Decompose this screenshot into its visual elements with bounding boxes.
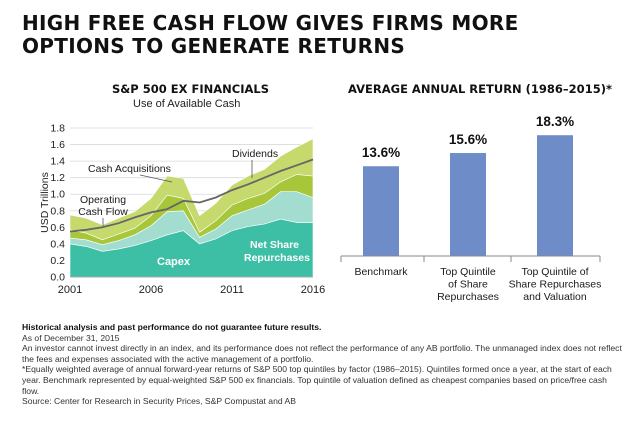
category-label: Benchmark	[354, 266, 408, 278]
y-tick-label: 1.2	[50, 172, 65, 184]
annotation-dividends: Dividends	[232, 148, 278, 160]
bar-value-label: 15.6%	[449, 132, 487, 147]
category-label: Top Quintile of	[521, 266, 588, 278]
category-label: Share Repurchases	[509, 279, 602, 291]
annotation-operating-cash-flow-line1: Operating	[80, 194, 126, 206]
annotation-operating-cash-flow-line2: Cash Flow	[78, 206, 128, 218]
index-note-text: An investor cannot invest directly in an…	[22, 343, 622, 364]
y-tick-label: 0.8	[50, 205, 65, 217]
y-tick-label: 1.4	[50, 156, 65, 168]
bar-1	[363, 166, 399, 256]
y-tick-label: 0.0	[50, 272, 65, 284]
bar-value-label: 13.6%	[362, 145, 400, 160]
disclaimer-text: Historical analysis and past performance…	[22, 322, 322, 332]
x-tick-label: 2006	[139, 284, 163, 296]
category-label: Repurchases	[437, 291, 499, 303]
method-note-text: *Equally weighted average of annual forw…	[22, 364, 612, 396]
y-tick-label: 1.0	[50, 189, 65, 201]
bar-2	[450, 153, 486, 256]
annotation-net-share-line2: Repurchases	[244, 252, 310, 264]
bar-3	[537, 135, 573, 256]
y-axis-label: USD Trillions	[39, 172, 51, 233]
annotation-capex: Capex	[157, 256, 191, 268]
annotation-net-share-line1: Net Share	[250, 239, 299, 251]
area-series-dividends	[69, 138, 314, 241]
x-tick-label: 2001	[58, 284, 82, 296]
category-label: Top Quintile	[440, 266, 496, 278]
bar-value-label: 18.3%	[536, 114, 574, 129]
source-text: Source: Center for Research in Security …	[22, 396, 297, 407]
y-tick-label: 0.4	[50, 238, 65, 250]
x-tick-label: 2016	[301, 284, 325, 296]
area-chart-title: S&P 500 EX FINANCIALS	[112, 82, 269, 96]
area-chart-subtitle: Use of Available Cash	[133, 98, 241, 110]
page-title: HIGH FREE CASH FLOW GIVES FIRMS MORE OPT…	[22, 11, 519, 58]
operating-cash-flow-line	[69, 158, 314, 233]
category-label: and Valuation	[523, 291, 587, 303]
y-tick-label: 1.6	[50, 139, 65, 151]
footnotes: Historical analysis and past performance…	[22, 322, 622, 407]
category-label: of Share	[448, 279, 488, 291]
annotation-leader	[139, 174, 173, 183]
as-of-text: As of December 31, 2015	[22, 332, 120, 343]
y-tick-label: 1.8	[50, 123, 65, 135]
y-tick-label: 0.6	[50, 222, 65, 234]
annotation-cash-acquisitions: Cash Acquisitions	[88, 163, 171, 175]
x-tick-label: 2011	[220, 284, 244, 296]
y-tick-label: 0.2	[50, 255, 65, 267]
bar-chart-title: AVERAGE ANNUAL RETURN (1986–2015)*	[348, 82, 612, 96]
